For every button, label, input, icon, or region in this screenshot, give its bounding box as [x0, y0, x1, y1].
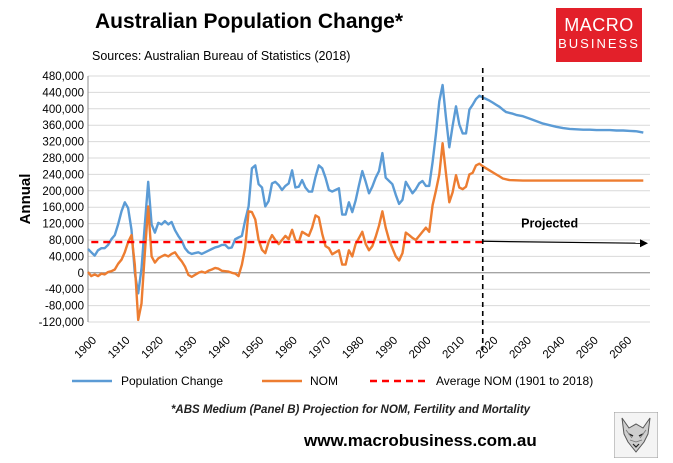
x-tick-label: 2010 [441, 335, 468, 362]
y-axis-label: Annual [17, 174, 34, 225]
website-url[interactable]: www.macrobusiness.com.au [304, 431, 537, 450]
projected-label: Projected [521, 217, 578, 231]
y-tick-label: 160,000 [42, 202, 84, 214]
logo-line-1: MACRO [564, 15, 634, 35]
x-tick-label: 1940 [206, 335, 233, 362]
population-change-chart: -120,000 -80,000 -40,000 0 40,000 80,000 120,0… [17, 68, 650, 388]
chart-title: Australian Population Change* [95, 10, 404, 33]
y-tick-label: -120,000 [39, 317, 84, 329]
x-tick-label: 2000 [407, 335, 434, 362]
y-tick-label: 120,000 [42, 219, 84, 231]
y-tick-label: 320,000 [42, 137, 84, 149]
series-line-nom [87, 141, 644, 322]
x-tick-label: 1970 [307, 335, 334, 362]
chart-footnote: *ABS Medium (Panel B) Projection for NOM… [170, 404, 531, 416]
legend-label-nom: NOM [310, 374, 338, 388]
macrobusiness-logo[interactable]: MACRO BUSINESS [556, 8, 642, 62]
legend-label-population-change: Population Change [121, 374, 223, 388]
y-tick-label: 480,000 [42, 71, 84, 83]
x-tick-label: 2040 [541, 335, 568, 362]
y-tick-label: 400,000 [42, 104, 84, 116]
y-tick-label: -40,000 [45, 284, 84, 296]
x-tick-label: 1920 [139, 335, 166, 362]
legend-label-average-nom-1901-to-2018: Average NOM (1901 to 2018) [436, 374, 593, 388]
x-tick-label: 1930 [173, 335, 200, 362]
y-tick-label: 200,000 [42, 186, 84, 198]
x-tick-label: 2030 [507, 335, 534, 362]
projected-arrow-head [640, 239, 648, 248]
projected-arrow-line [482, 240, 643, 244]
logo-line-2: BUSINESS [558, 36, 640, 51]
x-tick-label: 1980 [340, 335, 367, 362]
y-tick-label: 280,000 [42, 153, 84, 165]
x-tick-label: 2060 [608, 335, 635, 362]
chart-sources: Sources: Australian Bureau of Statistics… [92, 49, 351, 63]
x-tick-label: 1900 [73, 335, 100, 362]
y-tick-label: -80,000 [45, 301, 84, 313]
y-tick-label: 0 [78, 268, 84, 280]
y-tick-label: 240,000 [42, 169, 84, 181]
x-tick-label: 2050 [574, 335, 601, 362]
x-tick-label: 1950 [240, 335, 267, 362]
series-line-population-change [87, 83, 644, 295]
y-tick-label: 80,000 [49, 235, 84, 247]
wolf-mascot-icon [614, 412, 658, 458]
x-tick-label: 1960 [273, 335, 300, 362]
y-tick-label: 360,000 [42, 120, 84, 132]
x-tick-label: 1910 [106, 335, 133, 362]
x-tick-label: 2020 [474, 335, 501, 362]
x-tick-label: 1990 [374, 335, 401, 362]
y-tick-label: 40,000 [49, 251, 84, 263]
y-tick-label: 440,000 [42, 87, 84, 99]
